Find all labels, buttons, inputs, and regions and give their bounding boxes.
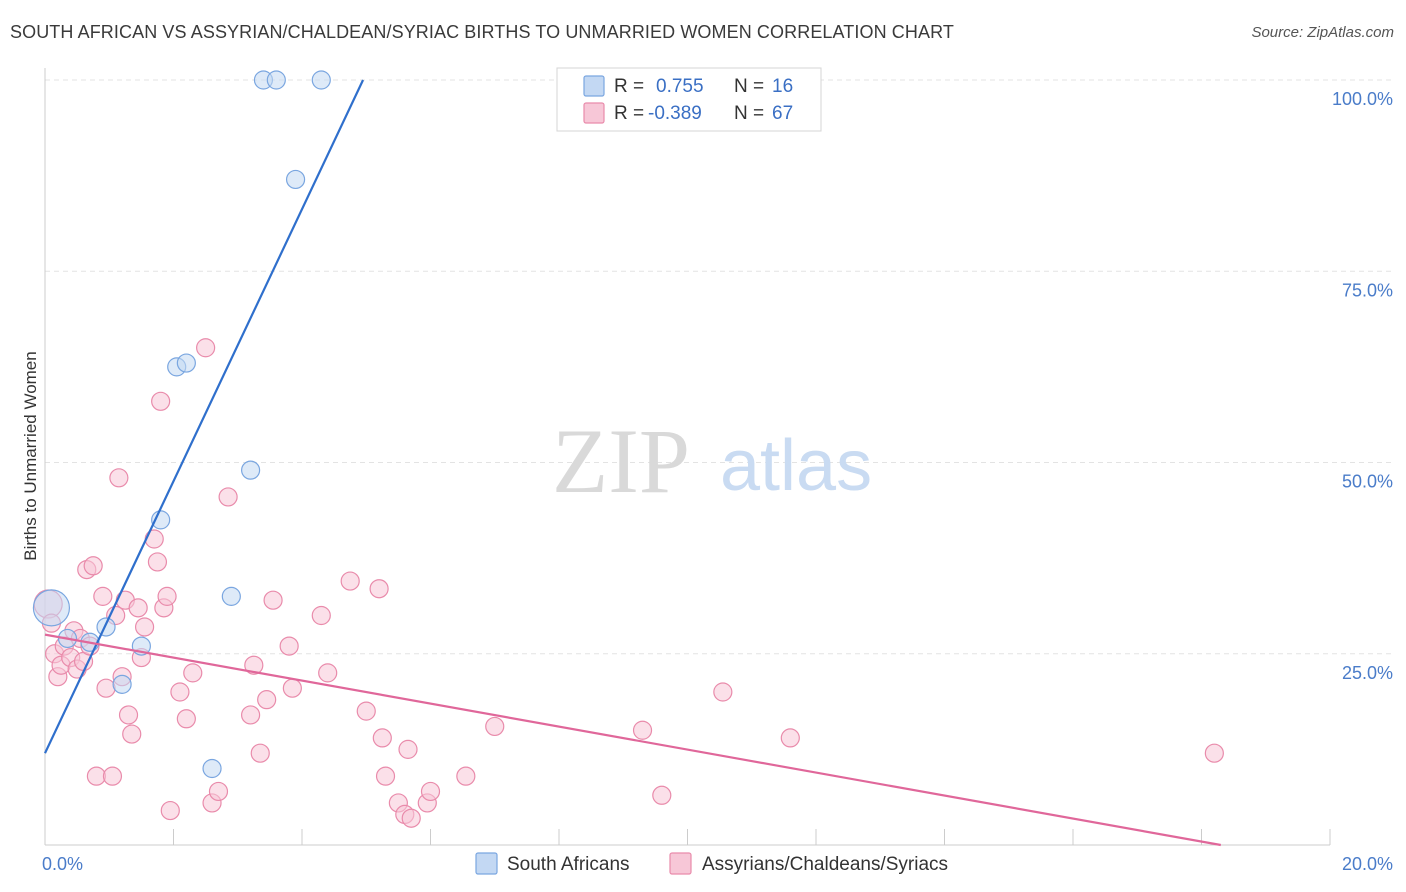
bottom-legend: South Africans Assyrians/Chaldeans/Syria… xyxy=(475,852,948,875)
south-african-point-13 xyxy=(266,70,286,90)
south-african-point-3 xyxy=(96,617,116,637)
assyrian-point-66 xyxy=(1204,743,1224,763)
assyrian-point-44 xyxy=(263,590,283,610)
assyrian-point-36 xyxy=(196,338,216,358)
assyrian-point-49 xyxy=(340,571,360,591)
legend-n-value-2: 67 xyxy=(772,103,793,124)
assyrian-point-47 xyxy=(311,605,331,626)
assyrian-point-33 xyxy=(170,682,190,702)
assyrian-point-35 xyxy=(183,663,203,683)
watermark-atlas: atlas xyxy=(720,426,872,506)
legend-n-label-2: N = xyxy=(734,103,764,124)
south-african-point-11 xyxy=(241,460,261,480)
assyrian-point-64 xyxy=(713,682,733,702)
legend-r-value-1: 0.755 xyxy=(656,76,704,97)
south-african-point-15 xyxy=(311,70,331,90)
x-tick-label-1: 20.0% xyxy=(1342,854,1393,874)
assyrian-point-31 xyxy=(157,586,177,606)
south-africans-trend-line xyxy=(44,79,365,754)
assyrian-point-22 xyxy=(118,705,139,725)
assyrian-point-27 xyxy=(144,529,164,549)
x-tick-labels: 0.0% 20.0% xyxy=(42,854,1393,874)
assyrian-point-39 xyxy=(218,487,238,507)
legend-n-value-1: 16 xyxy=(772,76,793,97)
source-credit: Source: ZipAtlas.com xyxy=(1251,24,1394,41)
legend-r-label-1: R = xyxy=(614,76,644,97)
assyrian-point-40 xyxy=(241,705,261,725)
assyrian-point-63 xyxy=(652,785,672,805)
series-south-africans-points xyxy=(32,70,331,779)
bottom-legend-label-pink: Assyrians/Chaldeans/Syriacs xyxy=(702,854,948,875)
assyrian-point-56 xyxy=(398,739,418,759)
assyrian-point-57 xyxy=(401,808,421,828)
y-tick-label-2: 50.0% xyxy=(1342,472,1393,492)
y-tick-label-1: 75.0% xyxy=(1342,280,1393,300)
assyrian-point-38 xyxy=(208,781,229,802)
assyrian-point-43 xyxy=(257,690,277,710)
assyrian-point-32 xyxy=(160,800,180,821)
assyrian-point-65 xyxy=(780,728,800,748)
south-african-point-9 xyxy=(202,758,222,779)
assyrian-point-50 xyxy=(356,701,376,721)
assyrian-point-51 xyxy=(369,579,389,599)
legend-swatch-pink xyxy=(583,102,605,124)
legend-r-value-2: -0.389 xyxy=(648,103,702,124)
assyrian-point-52 xyxy=(372,728,392,748)
assyrian-point-13 xyxy=(83,556,103,576)
south-african-point-10 xyxy=(221,586,241,606)
y-tick-label-3: 25.0% xyxy=(1342,663,1393,683)
assyrian-point-41 xyxy=(244,655,264,675)
assyrian-point-17 xyxy=(102,766,123,786)
bottom-legend-label-blue: South Africans xyxy=(507,854,630,875)
chart-title: SOUTH AFRICAN VS ASSYRIAN/CHALDEAN/SYRIA… xyxy=(10,22,954,42)
axes xyxy=(44,68,1331,846)
legend-swatch-blue xyxy=(583,75,605,97)
trend-lines xyxy=(44,79,1221,847)
y-axis-label: Births to Unmarried Women xyxy=(21,351,40,560)
assyrian-point-42 xyxy=(250,743,270,763)
y-tick-label-0: 100.0% xyxy=(1332,89,1393,109)
watermark-zip: ZIP xyxy=(552,410,690,512)
assyrian-point-26 xyxy=(134,617,155,637)
legend-r-label-2: R = xyxy=(614,103,644,124)
south-african-point-14 xyxy=(285,169,306,190)
bottom-legend-swatch-blue xyxy=(475,852,498,875)
assyrian-point-45 xyxy=(279,636,299,656)
assyrian-point-48 xyxy=(318,663,338,683)
south-african-point-8 xyxy=(176,353,196,373)
assyrian-point-16 xyxy=(96,678,116,698)
assyrian-point-46 xyxy=(282,678,302,698)
assyrian-point-24 xyxy=(128,598,148,618)
assyrian-point-34 xyxy=(176,709,196,729)
south-african-point-0 xyxy=(32,589,71,627)
legend-n-label-1: N = xyxy=(734,76,764,97)
assyrian-point-28 xyxy=(147,552,168,572)
assyrian-point-59 xyxy=(420,781,441,802)
assyrian-point-53 xyxy=(375,766,396,786)
legend-box: R = 0.755 N = 16 R = -0.389 N = 67 xyxy=(556,67,822,132)
assyrian-point-61 xyxy=(485,716,505,737)
y-tick-labels: 100.0% 75.0% 50.0% 25.0% xyxy=(1332,89,1393,683)
assyrian-point-19 xyxy=(109,468,129,488)
bottom-legend-swatch-pink xyxy=(669,852,692,875)
watermark: ZIP atlas xyxy=(552,410,872,512)
x-tick-label-0: 0.0% xyxy=(42,854,83,874)
assyrian-point-23 xyxy=(122,724,142,744)
assyrian-point-29 xyxy=(151,391,171,411)
assyrian-point-62 xyxy=(632,720,653,740)
assyrians-trend-line xyxy=(44,633,1221,847)
assyrian-point-60 xyxy=(456,766,476,786)
assyrian-point-14 xyxy=(86,766,107,786)
gridlines xyxy=(45,79,1395,655)
assyrian-point-15 xyxy=(93,586,113,606)
south-african-point-4 xyxy=(112,674,132,694)
